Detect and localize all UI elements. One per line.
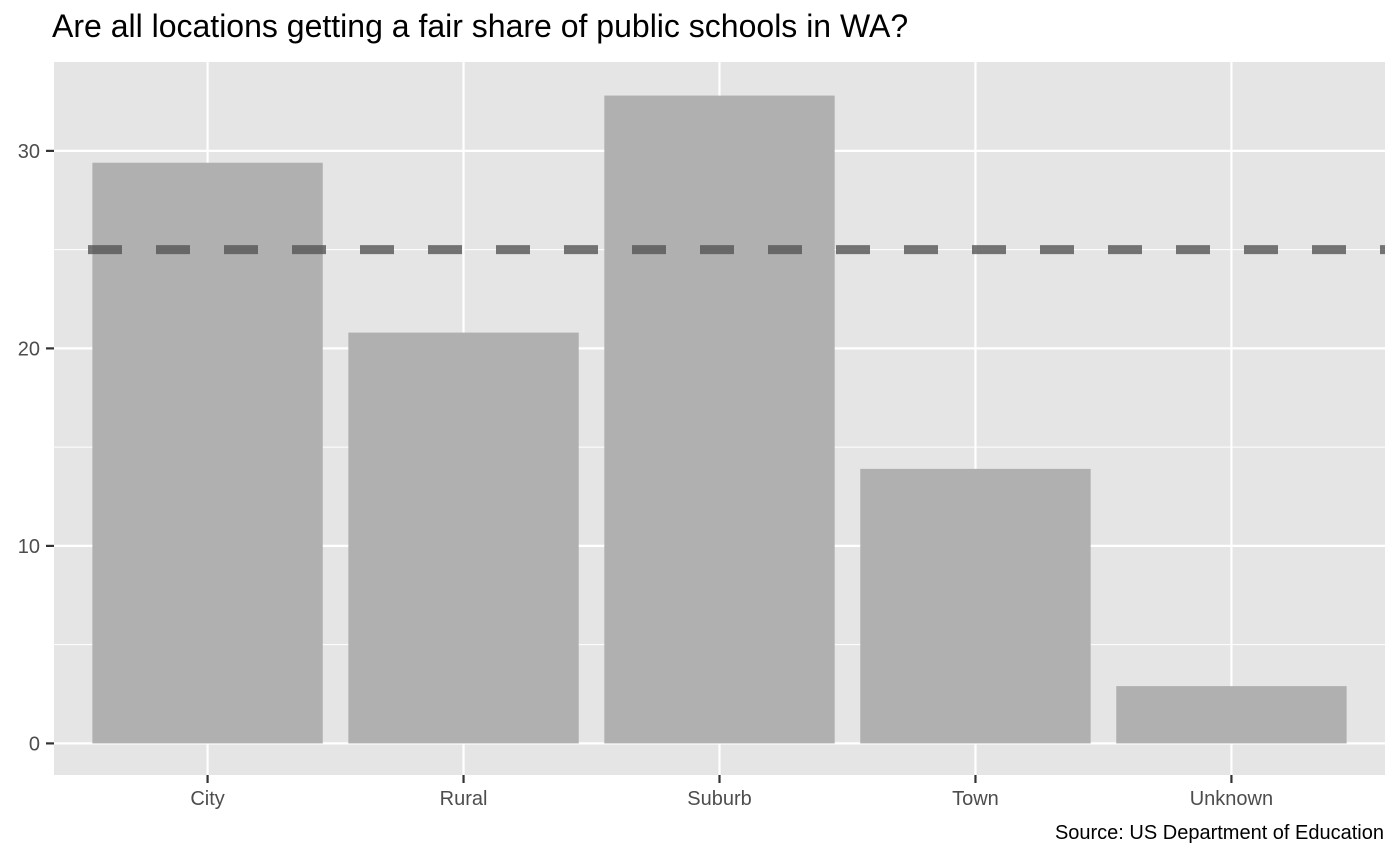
x-tick-label-suburb: Suburb	[687, 788, 752, 810]
y-tick-label: 0	[29, 733, 40, 755]
bar-unknown	[1116, 686, 1347, 744]
bar-suburb	[604, 95, 835, 744]
bars	[92, 95, 1347, 744]
y-axis: 0 10 20 30	[18, 141, 54, 755]
chart-title: Are all locations getting a fair share o…	[52, 8, 909, 44]
bar-town	[860, 468, 1091, 744]
chart-caption: Source: US Department of Education	[1054, 822, 1384, 844]
y-tick-label: 20	[18, 338, 40, 360]
x-tick-label-unknown: Unknown	[1190, 788, 1273, 810]
bar-rural	[348, 332, 579, 744]
x-tick-label-town: Town	[952, 788, 999, 810]
bar-city	[92, 162, 323, 744]
x-axis: City Rural Suburb Town Unknown	[190, 775, 1273, 810]
x-tick-label-city: City	[190, 788, 224, 810]
y-tick-label: 10	[18, 536, 40, 558]
x-tick-label-rural: Rural	[440, 788, 488, 810]
y-tick-label: 30	[18, 141, 40, 163]
